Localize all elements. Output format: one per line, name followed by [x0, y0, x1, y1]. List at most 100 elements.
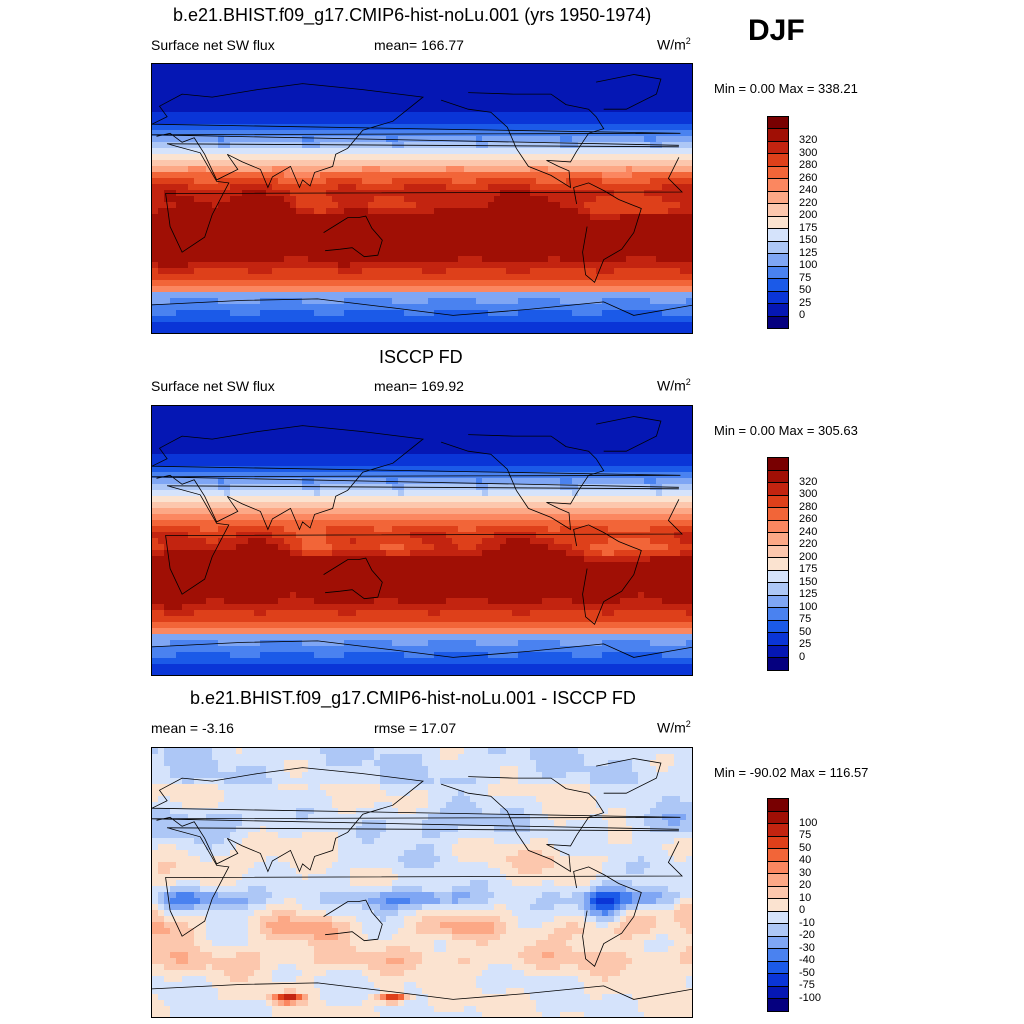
colorbar-label: 20 — [799, 879, 812, 892]
panel-2-minmax: Min = 0.00 Max = 305.63 — [714, 423, 858, 438]
coastlines — [152, 416, 692, 658]
panel-2-units: W/m2 — [657, 377, 691, 394]
colorbar-swatch — [767, 657, 789, 671]
colorbar-swatch — [767, 885, 789, 900]
panel-1-variable-label: Surface net SW flux — [151, 37, 275, 53]
panel-3-title: b.e21.BHIST.f09_g17.CMIP6-hist-noLu.001 … — [190, 688, 636, 708]
colorbar-label: -10 — [799, 916, 815, 929]
colorbar-label: -20 — [799, 929, 815, 942]
colorbar-label: 30 — [799, 866, 812, 879]
colorbar-swatch — [767, 290, 789, 305]
panel-3-map — [151, 747, 693, 1018]
colorbar-swatch — [767, 190, 789, 205]
panel-3-minmax: Min = -90.02 Max = 116.57 — [714, 765, 869, 780]
colorbar-swatch — [767, 240, 789, 255]
map-field — [152, 406, 692, 675]
colorbar-swatch — [767, 557, 789, 571]
colorbar-label: 300 — [799, 488, 818, 501]
colorbar-swatch — [767, 960, 789, 975]
colorbar-label: 0 — [799, 650, 806, 663]
colorbar-swatch — [767, 303, 789, 317]
colorbar-swatch — [767, 228, 789, 242]
colorbar-swatch — [767, 935, 789, 950]
colorbar-swatch — [767, 507, 789, 521]
colorbar-swatch — [767, 644, 789, 659]
colorbar-swatch — [767, 278, 789, 292]
colorbar-label: 10 — [799, 891, 812, 904]
season-label: DJF — [748, 14, 805, 47]
colorbar-label: 100 — [799, 816, 818, 829]
colorbar-label: 260 — [799, 513, 818, 526]
colorbar-label: 220 — [799, 196, 818, 209]
panel-3-units: W/m2 — [657, 719, 691, 736]
colorbar-label: 0 — [799, 904, 806, 917]
colorbar-label: 200 — [799, 209, 818, 222]
colorbar-swatch — [767, 619, 789, 634]
panel-1-title: b.e21.BHIST.f09_g17.CMIP6-hist-noLu.001 … — [173, 5, 652, 25]
colorbar-label: 260 — [799, 171, 818, 184]
colorbar-label: 50 — [799, 841, 812, 854]
colorbar-swatch — [767, 140, 789, 155]
colorbar-swatch — [767, 898, 789, 912]
colorbar-label: -30 — [799, 941, 815, 954]
colorbar-label: 175 — [799, 221, 818, 234]
colorbar-label: 50 — [799, 284, 812, 297]
colorbar-label: 320 — [799, 475, 818, 488]
panel-1-mean-label: mean= 166.77 — [374, 37, 464, 53]
panel-1-map-plot — [152, 64, 692, 333]
colorbar-swatch — [767, 203, 789, 217]
colorbar-label: 150 — [799, 234, 818, 247]
panel-3-map-plot — [152, 748, 692, 1017]
panel-2-variable-label: Surface net SW flux — [151, 378, 275, 394]
colorbar-label: -50 — [799, 966, 815, 979]
colorbar-label: 25 — [799, 638, 812, 651]
colorbar-label: 280 — [799, 500, 818, 513]
colorbar-swatch — [767, 482, 789, 496]
colorbar-swatch — [767, 265, 789, 280]
colorbar-label: 40 — [799, 854, 812, 867]
colorbar-label: 220 — [799, 538, 818, 551]
colorbar-label: 125 — [799, 246, 818, 259]
colorbar-swatch — [767, 998, 789, 1012]
panel-3-colorbar: -100 -75 -50 -40 -30 -20 -10 0 10 20 30 40 50 75 100 — [767, 798, 821, 1012]
colorbar-label: 100 — [799, 259, 818, 272]
colorbar-label: 240 — [799, 525, 818, 538]
colorbar-swatch — [767, 128, 789, 142]
colorbar-swatch — [767, 315, 789, 329]
colorbar-label: 25 — [799, 296, 812, 309]
panel-1-minmax: Min = 0.00 Max = 338.21 — [714, 81, 858, 96]
colorbar-swatch — [767, 519, 789, 534]
colorbar-swatch — [767, 985, 789, 1000]
colorbar-swatch — [767, 860, 789, 875]
panel-3-mean-label: mean = -3.16 — [151, 720, 234, 736]
colorbar-label: 75 — [799, 613, 812, 626]
colorbar-label: 175 — [799, 563, 818, 576]
colorbar-swatch — [767, 973, 789, 987]
colorbar-label: 280 — [799, 159, 818, 172]
panel-2-title: ISCCP FD — [379, 347, 463, 367]
colorbar-swatch — [767, 923, 789, 937]
colorbar-label: 320 — [799, 134, 818, 147]
colorbar-swatch — [767, 165, 789, 180]
panel-1-colorbar: 0 25 50 75 100 125 150 175 200 220 240 260 280 300 320 — [767, 116, 817, 329]
colorbar-swatch — [767, 569, 789, 584]
colorbar-label: 240 — [799, 184, 818, 197]
coastlines — [152, 758, 692, 1000]
colorbar-swatch — [767, 948, 789, 962]
colorbar-swatch — [767, 253, 789, 267]
colorbar-label: 0 — [799, 309, 806, 322]
colorbar-label: 75 — [799, 829, 812, 842]
colorbar-swatch — [767, 215, 789, 230]
colorbar-swatch — [767, 469, 789, 484]
colorbar-swatch — [767, 823, 789, 837]
colorbar-swatch — [767, 810, 789, 825]
panel-2-map-plot — [152, 406, 692, 675]
panel-2-mean-label: mean= 169.92 — [374, 378, 464, 394]
colorbar-swatch — [767, 116, 789, 130]
colorbar-label: -100 — [799, 991, 822, 1004]
colorbar-swatch — [767, 873, 789, 887]
colorbar-label: 200 — [799, 550, 818, 563]
map-field — [152, 748, 692, 1017]
panel-2-colorbar: 0 25 50 75 100 125 150 175 200 220 240 260 280 300 320 — [767, 457, 817, 671]
colorbar-label: 125 — [799, 588, 818, 601]
